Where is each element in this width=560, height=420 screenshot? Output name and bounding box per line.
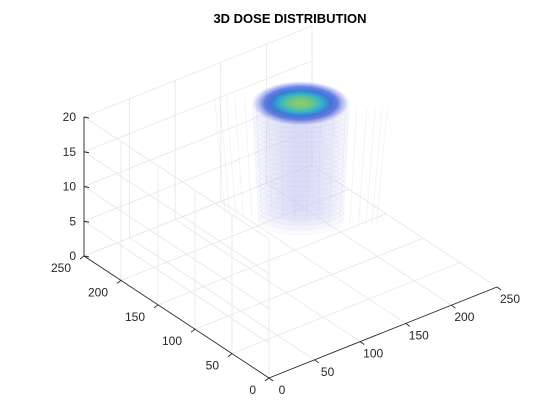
x-tick-label: 200 <box>454 310 474 324</box>
floor-gridline-y <box>231 262 461 354</box>
z-tick-mark <box>83 151 90 154</box>
y-tick-label: 50 <box>206 359 220 373</box>
volume-streak <box>375 108 388 227</box>
y-tick-mark <box>227 353 233 357</box>
x-axis-line <box>268 286 498 379</box>
x-tick-label: 100 <box>363 347 383 361</box>
z-tick-label: 10 <box>63 180 77 194</box>
floor-gridline-x <box>129 237 315 361</box>
volume-streak <box>255 98 262 218</box>
wall-gridline-z <box>83 116 270 240</box>
z-tick-label: 15 <box>63 145 77 159</box>
z-tick-label: 20 <box>63 110 77 124</box>
volume-streak <box>358 107 368 225</box>
z-tick-mark <box>83 116 90 119</box>
y-tick-label: 0 <box>249 383 256 397</box>
x-tick-label: 0 <box>279 383 286 397</box>
floor-gridline-x <box>220 201 407 324</box>
volume-streak <box>234 97 244 217</box>
volume-streak <box>371 108 383 226</box>
y-tick-mark <box>79 255 85 260</box>
volume-streak <box>225 96 237 216</box>
x-tick-mark <box>405 323 411 327</box>
z-tick-mark <box>83 220 90 223</box>
x-tick-mark <box>314 359 319 364</box>
volume-streak <box>329 104 334 223</box>
floor-gridline-x <box>174 219 361 342</box>
volume-streak <box>219 96 231 216</box>
x-tick-mark <box>268 377 274 382</box>
axis-layer <box>79 116 502 382</box>
x-tick-mark <box>496 286 502 291</box>
grid-layer <box>83 25 498 379</box>
y-tick-mark <box>190 328 196 333</box>
y-tick-label: 150 <box>125 310 145 324</box>
wall-gridline-z2 <box>83 25 313 118</box>
x-tick-label: 250 <box>500 292 520 306</box>
z-tick-label: 0 <box>69 249 76 263</box>
x-tick-label: 50 <box>321 365 335 379</box>
y-axis-line <box>83 255 270 379</box>
wall-gridline-z <box>83 186 270 309</box>
volume-streak <box>244 97 253 217</box>
y-tick-label: 200 <box>88 285 108 299</box>
y-tick-mark <box>153 304 159 309</box>
chart-title: 3D DOSE DISTRIBUTION <box>213 11 366 26</box>
z-tick-label: 5 <box>69 214 76 228</box>
y-tick-mark <box>116 280 122 284</box>
x-tick-label: 150 <box>409 328 429 342</box>
y-tick-mark <box>264 377 270 382</box>
volume-streak <box>214 95 226 215</box>
volume-streak <box>339 105 347 224</box>
z-tick-mark <box>83 255 90 258</box>
dose-volume <box>214 81 388 236</box>
wall-gridline-z <box>83 151 270 275</box>
z-tick-mark <box>83 186 90 188</box>
wall-gridline-z <box>83 220 270 344</box>
floor-gridline-y <box>194 237 424 330</box>
x-tick-mark <box>451 304 456 309</box>
floor-gridline-y <box>157 213 387 306</box>
volume-streak <box>317 103 322 222</box>
y-tick-label: 250 <box>51 261 71 275</box>
y-tick-label: 100 <box>162 334 182 348</box>
volume-streak <box>349 106 358 225</box>
dose-hotspot-core <box>260 86 341 121</box>
x-tick-mark <box>359 341 365 345</box>
volume-streak <box>365 107 376 226</box>
wall-gridline-z2 <box>83 60 313 153</box>
